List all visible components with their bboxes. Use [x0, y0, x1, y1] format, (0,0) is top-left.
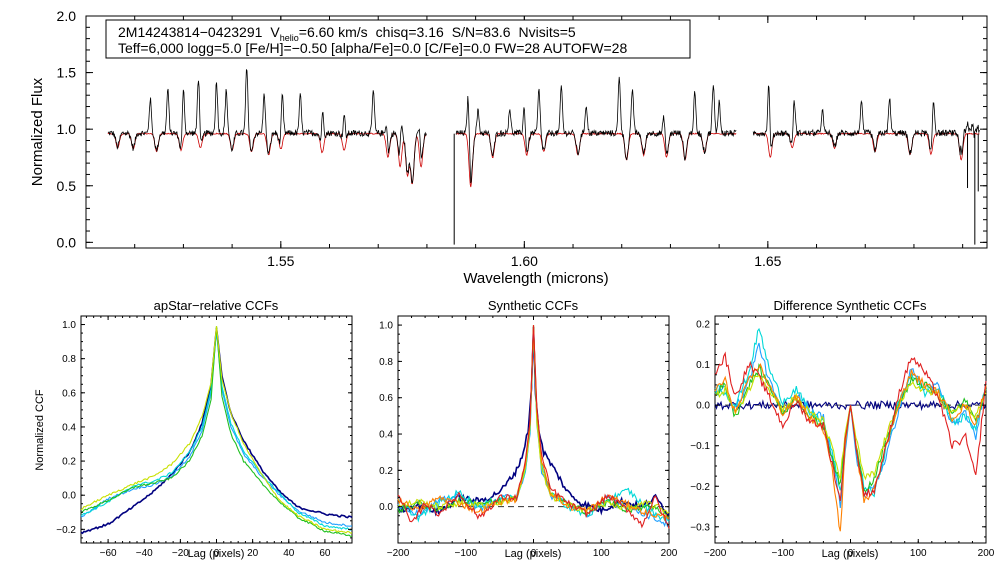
apstar-ccf-series-visit-2	[80, 331, 353, 527]
apstar-ccf-xtick-label: −20	[172, 548, 189, 559]
vhelio-symbol: V	[270, 24, 280, 40]
star-id: 2M14243814−0423291	[118, 24, 263, 40]
apstar-ccf-ytick-label: 0.2	[62, 457, 76, 468]
observed-spectrum-chip-2	[455, 76, 737, 184]
apstar-ccf-ytick-label: −0.2	[56, 525, 76, 536]
synthetic-ccf-ytick-label: 0.6	[379, 393, 393, 404]
spectrum-y-label: Normalized Flux	[29, 77, 46, 186]
difference-ccf-ytick-label: −0.3	[690, 522, 710, 533]
difference-ccf-series-visit-2	[714, 342, 987, 508]
apstar-ccf-ytick-label: 0.4	[62, 422, 76, 433]
apstar-ccf-plot-frame	[80, 315, 353, 544]
difference-ccf-xtick-label: 200	[978, 548, 995, 559]
synthetic-ccf-ytick-label: 0.2	[379, 466, 393, 477]
synthetic-ccf-xtick-label: −100	[454, 548, 477, 559]
spectrum-axis-ticks: 1.55 1.60 1.65 0.0 0.5 1.0 1.5 2.0	[57, 8, 987, 269]
apstar-ccf-y-label: Normalized CCF	[34, 389, 46, 471]
spectrum-info-line1: 2M14243814−0423291 Vhelio=6.60 km/s chisq=…	[118, 24, 576, 43]
difference-ccf-series-group	[714, 327, 987, 532]
observed-spectrum-chip-1	[107, 69, 427, 184]
spectrum-ytick-label: 0.0	[57, 234, 77, 250]
spectrum-ytick-label: 1.5	[57, 65, 77, 81]
spectrum-xtick-label: 1.60	[511, 253, 538, 269]
apstar-ccf-x-label: Lag (pixels)	[188, 548, 245, 560]
spectrum-ytick-label: 2.0	[57, 8, 77, 24]
difference-ccf-ytick-label: −0.2	[690, 482, 710, 493]
synthetic-ccf-ytick-label: 0.8	[379, 357, 393, 368]
apstar-ccf-ytick-label: 1.0	[62, 320, 76, 331]
spectrum-plot-frame	[85, 15, 988, 249]
difference-ccf-series-visit-7	[714, 351, 987, 502]
synthetic-ccf-ytick-label: 1.0	[379, 321, 393, 332]
difference-ccf-axis-ticks: −200 −100 0 100 200 −0.3 −0.2 −0.1 0.0 0.1 0.2	[690, 316, 995, 559]
synthetic-ccf-axis-ticks: −200 −100 0 100 200 0.0 0.2 0.4 0.6 0.8 1.0	[379, 315, 678, 559]
synthetic-spectrum-chip-3	[753, 132, 980, 161]
sn-value: S/N=83.6	[452, 24, 511, 40]
synthetic-ccf-title: Synthetic CCFs	[488, 298, 579, 313]
difference-ccf-plot-frame	[714, 315, 987, 544]
apstar-ccf-series-visit-1	[80, 327, 353, 535]
difference-ccf-series-visit-6	[714, 362, 987, 532]
apstar-ccf-xtick-label: 60	[319, 548, 331, 559]
synthetic-ccf-series-visit-5	[397, 326, 670, 515]
observed-spectrum-chip-3	[752, 85, 980, 156]
spectrum-info-line2: Teff=6,000 logg=5.0 [Fe/H]=−0.50 [alpha/…	[118, 40, 627, 56]
nvisits-value: Nvisits=5	[519, 24, 576, 40]
apstar-ccf-xtick-label: −60	[100, 548, 117, 559]
synthetic-ccf-series-visit-3	[397, 326, 670, 523]
difference-ccf-title: Difference Synthetic CCFs	[774, 298, 927, 313]
chisq-value: chisq=3.16	[376, 24, 444, 40]
synthetic-ccf-x-label: Lag (pixels)	[505, 548, 562, 560]
difference-ccf-xtick-label: −100	[771, 548, 794, 559]
synthetic-ccf-panel: −200 −100 0 100 200 0.0 0.2 0.4 0.6 0.8 1.0 Synthe…	[379, 298, 678, 560]
difference-ccf-series-visit-5	[714, 374, 987, 481]
difference-ccf-ytick-label: 0.0	[696, 401, 710, 412]
difference-ccf-panel: −200 −100 0 100 200 −0.3 −0.2 −0.1 0.0 0.1 0.2 Dif…	[690, 298, 995, 560]
apstar-ccf-xtick-label: 40	[283, 548, 295, 559]
difference-ccf-xtick-label: 0	[848, 548, 854, 559]
apstar-ccf-axis-ticks: −60 −40 −20 0 20 40 60 −0.2 0.0 0.2 0.4 0.6 0.8 1.0	[56, 315, 352, 559]
difference-ccf-xtick-label: 100	[910, 548, 927, 559]
spectrum-ytick-label: 0.5	[57, 178, 77, 194]
apstar-ccf-xtick-label: −40	[136, 548, 153, 559]
synthetic-ccf-ytick-label: 0.0	[379, 502, 393, 513]
synthetic-ccf-xtick-label: 200	[661, 548, 678, 559]
difference-ccf-x-label: Lag (pixels)	[822, 548, 879, 560]
apstar-ccf-ytick-label: 0.6	[62, 388, 76, 399]
synthetic-ccf-series-group	[397, 325, 670, 529]
synthetic-ccf-series-visit-2	[397, 328, 670, 528]
synthetic-ccf-xtick-label: −200	[387, 548, 410, 559]
difference-ccf-series-visit-4	[714, 363, 987, 493]
spectrum-series-group	[107, 69, 980, 245]
synthetic-ccf-xtick-label: 100	[593, 548, 610, 559]
synthetic-ccf-ytick-label: 0.4	[379, 430, 393, 441]
difference-ccf-ytick-label: −0.1	[690, 441, 710, 452]
synthetic-spectrum-chip-2	[455, 132, 737, 188]
synthetic-ccf-series-visit-1	[397, 326, 670, 517]
apstar-ccf-series-group	[80, 326, 353, 537]
spectrum-x-label: Wavelength (microns)	[463, 270, 608, 287]
difference-ccf-xtick-label: −200	[704, 548, 727, 559]
apstar-ccf-title: apStar−relative CCFs	[154, 298, 279, 313]
apstar-ccf-ytick-label: 0.8	[62, 354, 76, 365]
apstar-ccf-xtick-label: 0	[214, 548, 220, 559]
spectrum-panel: 1.55 1.60 1.65 0.0 0.5 1.0 1.5 2.0 2M14243814−0…	[29, 8, 988, 287]
apstar-ccf-xtick-label: 20	[247, 548, 259, 559]
apstar-ccf-series-visit-5	[80, 326, 353, 534]
synthetic-ccf-xtick-label: 0	[531, 548, 537, 559]
spectrum-ytick-label: 1.0	[57, 121, 77, 137]
apstar-ccf-series-visit-3	[80, 329, 353, 531]
synthetic-ccf-series-visit-7	[397, 325, 670, 529]
spectrum-xtick-label: 1.65	[754, 253, 781, 269]
spectrum-info-box	[105, 19, 691, 59]
apstar-ccf-panel: −60 −40 −20 0 20 40 60 −0.2 0.0 0.2 0.4 0.6 0.8 1.0 a…	[34, 298, 353, 560]
spectrum-xtick-label: 1.55	[267, 253, 294, 269]
apstar-ccf-series-visit-4	[80, 326, 353, 537]
difference-ccf-ytick-label: 0.1	[696, 360, 710, 371]
difference-ccf-ytick-label: 0.2	[696, 320, 710, 331]
vhelio-value: =6.60 km/s	[299, 24, 368, 40]
vhelio-subscript: helio	[280, 33, 299, 43]
apstar-ccf-ytick-label: 0.0	[62, 491, 76, 502]
